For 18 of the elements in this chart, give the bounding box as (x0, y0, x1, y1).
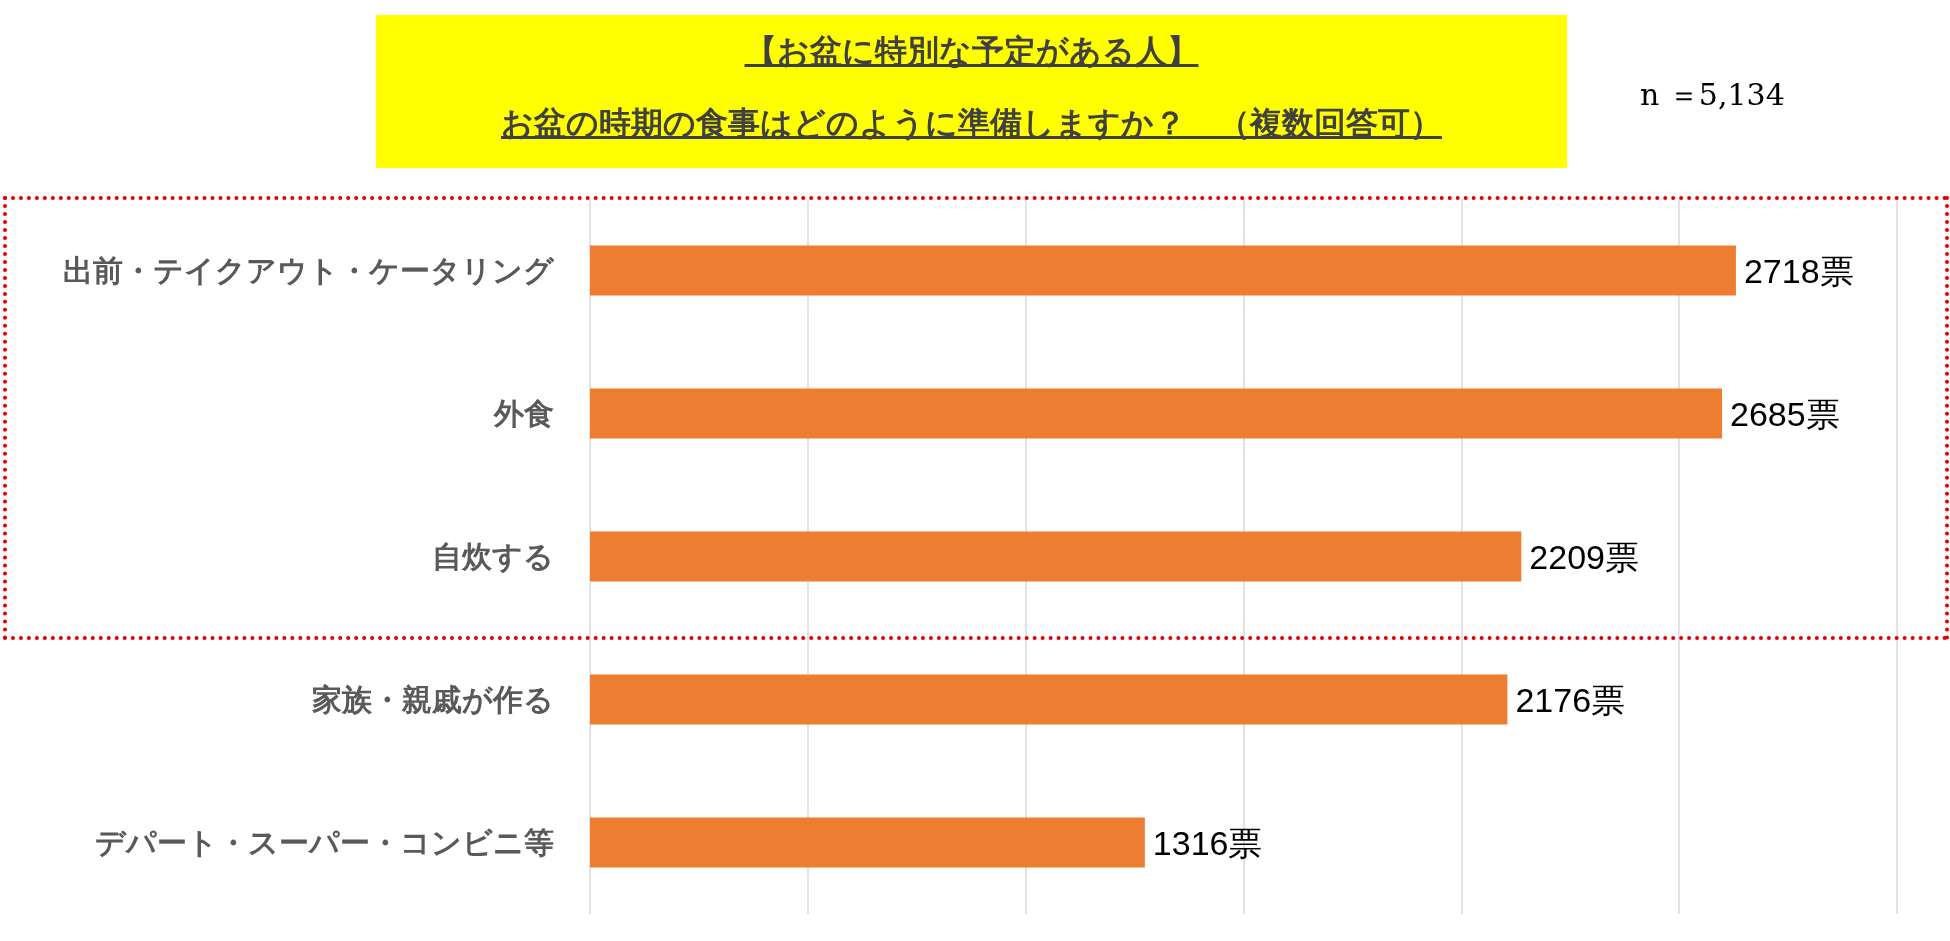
text: n ＝5,134 (1640, 76, 1785, 114)
y-tick-label: 家族・親戚が作る (312, 682, 554, 717)
y-tick-label: 自炊する (432, 539, 554, 574)
data-label: 2209票 (1529, 537, 1639, 576)
chart-title: 【お盆に特別な予定がある人】 (743, 31, 1200, 72)
y-tick-label: 出前・テイクアウト・ケータリング (63, 253, 555, 288)
bar (590, 674, 1508, 725)
y-tick-label: 外食 (493, 396, 554, 431)
data-label: 1316票 (1152, 823, 1263, 862)
bar (590, 531, 1522, 582)
data-label: 2176票 (1515, 680, 1626, 719)
data-label: 2718票 (1743, 251, 1854, 290)
bar (590, 388, 1723, 439)
bar (590, 817, 1145, 868)
data-label: 2685票 (1730, 394, 1840, 433)
y-tick-label: デパート・スーパー・コンビニ等 (95, 825, 554, 860)
bar (590, 245, 1736, 296)
chart-subtitle: お盆の時期の食事はどのように準備しますか？ （複数回答可） (500, 103, 1443, 144)
